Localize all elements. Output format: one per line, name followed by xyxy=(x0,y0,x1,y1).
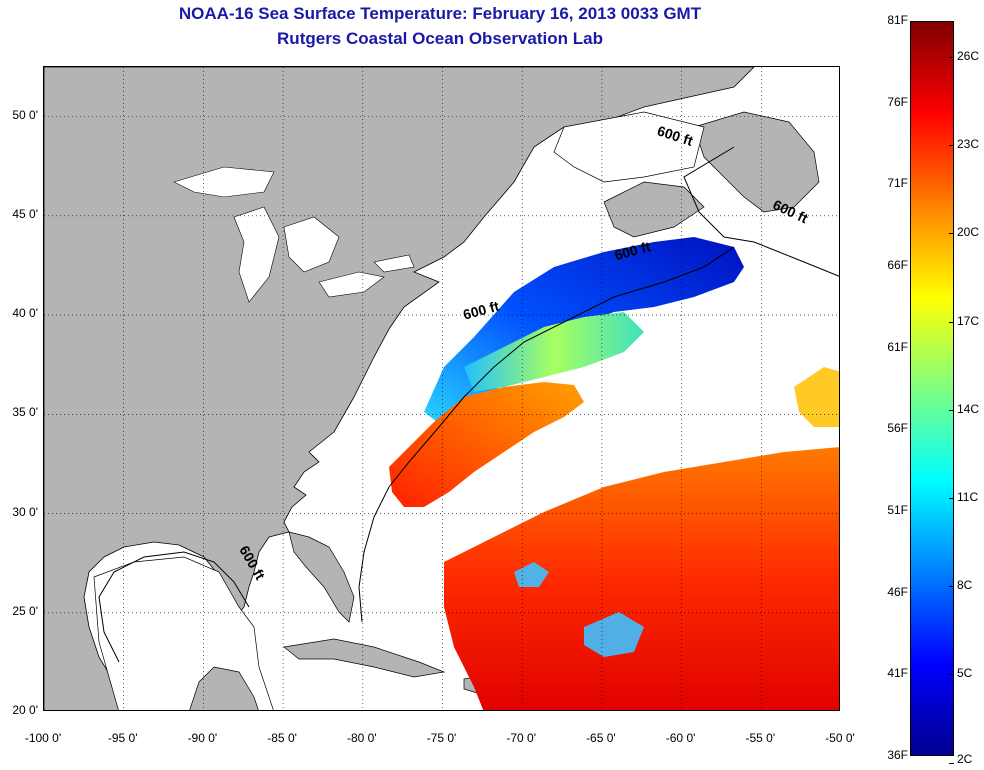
x-tick-label: -55 0' xyxy=(745,731,776,745)
x-tick-label: -80 0' xyxy=(346,731,377,745)
y-tick-label: 20 0' xyxy=(12,703,38,717)
x-tick-label: -90 0' xyxy=(187,731,218,745)
colorbar-c-label: 8C xyxy=(957,578,973,593)
y-tick-label: 30 0' xyxy=(12,504,38,519)
y-tick-label: 35 0' xyxy=(12,405,38,420)
nova-scotia xyxy=(603,181,705,238)
land-north-america xyxy=(44,67,755,710)
y-tick-label: 50 0' xyxy=(12,107,38,122)
colorbar-c-label: 26C xyxy=(957,48,980,63)
colorbar-f-label: 81F xyxy=(887,13,908,27)
colorbar-c-label: 2C xyxy=(957,752,973,766)
sst-slope xyxy=(464,312,644,392)
colorbar-c-label: 17C xyxy=(957,313,980,328)
colorbar-f-label: 61F xyxy=(887,339,908,354)
colorbar-c-label: 5C xyxy=(957,666,973,681)
colorbar-tick xyxy=(949,409,954,411)
yucatan xyxy=(189,666,259,710)
colorbar-f-label: 46F xyxy=(887,584,908,599)
colorbar-tick xyxy=(949,321,954,323)
x-tick-label: -65 0' xyxy=(586,731,616,745)
colorbar-f-label: 41F xyxy=(887,666,908,681)
x-tick-label: -95 0' xyxy=(107,731,138,745)
map-subtitle: Rutgers Coastal Ocean Observation Lab xyxy=(277,29,603,48)
colorbar-c-label: 23C xyxy=(957,137,980,152)
x-tick-label: -75 0' xyxy=(426,731,457,745)
y-tick-label: 45 0' xyxy=(12,206,38,221)
colorbar-f-label: 51F xyxy=(887,503,908,517)
colorbar-tick xyxy=(949,145,954,147)
grid-lines xyxy=(44,67,839,710)
x-tick-label: -50 0' xyxy=(825,731,855,745)
sst-subtropical xyxy=(444,447,839,710)
florida xyxy=(288,531,355,623)
colorbar-tick xyxy=(949,233,954,235)
isobath-600ft xyxy=(98,146,839,663)
x-tick-label: -70 0' xyxy=(506,731,537,745)
y-tick-label: 25 0' xyxy=(12,603,38,618)
temperature-colorbar xyxy=(910,21,954,756)
y-tick-label: 40 0' xyxy=(12,306,38,321)
cuba xyxy=(283,638,446,678)
x-tick-label: -100 0' xyxy=(24,731,62,745)
sst-cool-patch xyxy=(514,562,644,657)
colorbar-f-label: 36F xyxy=(887,748,908,762)
sst-east-patch xyxy=(794,367,839,427)
colorbar-f-label: 76F xyxy=(887,94,908,109)
map-title: NOAA-16 Sea Surface Temperature: Februar… xyxy=(178,4,702,23)
gulf-st-lawrence xyxy=(553,111,705,183)
colorbar-tick xyxy=(949,497,954,499)
colorbar-c-label: 11C xyxy=(957,489,979,504)
colorbar-f-label: 66F xyxy=(887,258,908,272)
colorbar-f-label: 56F xyxy=(887,421,908,436)
sst-gulf-stream xyxy=(389,382,584,507)
colorbar-tick xyxy=(949,56,954,58)
colorbar-f-label: 71F xyxy=(887,176,908,191)
sst-map[interactable]: 600 ft 600 ft 600 ft 600 ft 600 ft xyxy=(43,66,840,711)
colorbar-tick xyxy=(949,762,954,764)
x-tick-label: -60 0' xyxy=(665,731,696,745)
colorbar-c-label: 14C xyxy=(957,401,980,416)
newfoundland xyxy=(693,111,820,213)
colorbar-tick xyxy=(949,674,954,676)
colorbar-c-label: 20C xyxy=(957,225,980,240)
colorbar-tick xyxy=(949,586,954,588)
x-tick-label: -85 0' xyxy=(267,731,297,745)
great-lakes xyxy=(173,166,415,303)
